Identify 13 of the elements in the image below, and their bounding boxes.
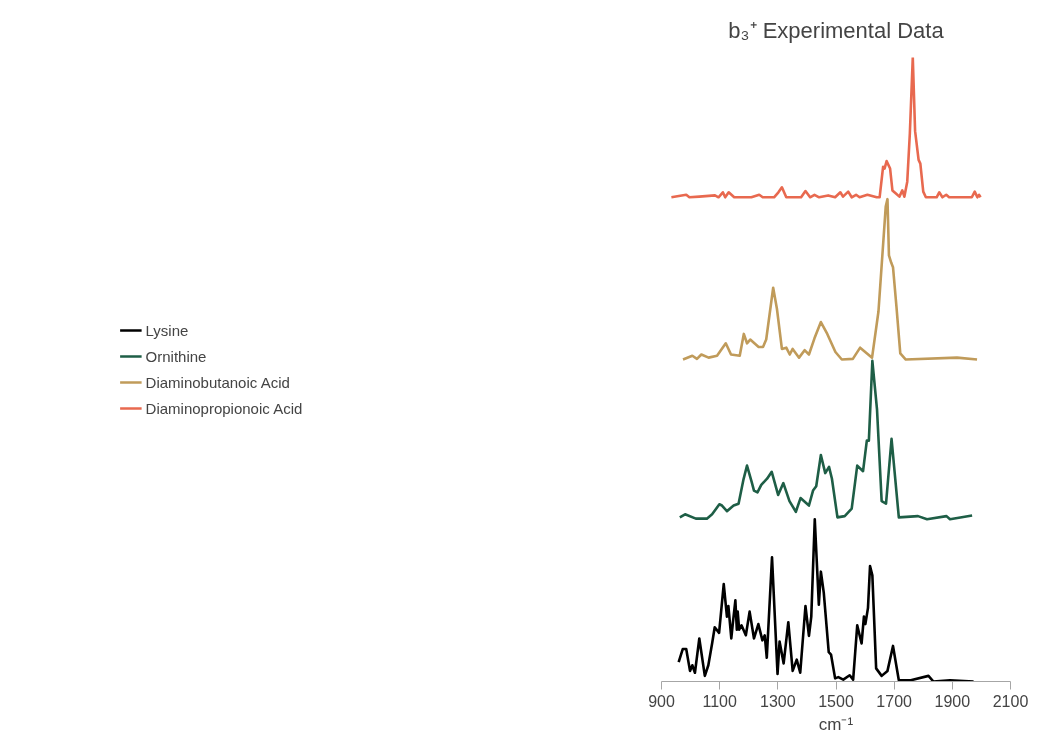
x-tick-label: 1900: [934, 692, 971, 710]
x-tick-label: 1700: [876, 692, 913, 710]
x-axis-title: cm⁻¹: [818, 714, 854, 734]
x-tick-label: 1500: [818, 692, 854, 710]
x-tick-label: 1300: [760, 692, 796, 710]
legend-label: Diaminobutanoic Acid: [145, 373, 290, 391]
legend-label: Ornithine: [145, 347, 207, 365]
legend-label: Diaminopropionoic Acid: [145, 399, 303, 417]
chart-title: b₃⁺ Experimental Data: [728, 17, 945, 43]
x-tick-label: 1100: [702, 692, 737, 710]
x-tick-label: 2100: [992, 692, 1029, 710]
x-tick-label: 900: [648, 692, 675, 710]
legend-label: Lysine: [145, 321, 189, 339]
